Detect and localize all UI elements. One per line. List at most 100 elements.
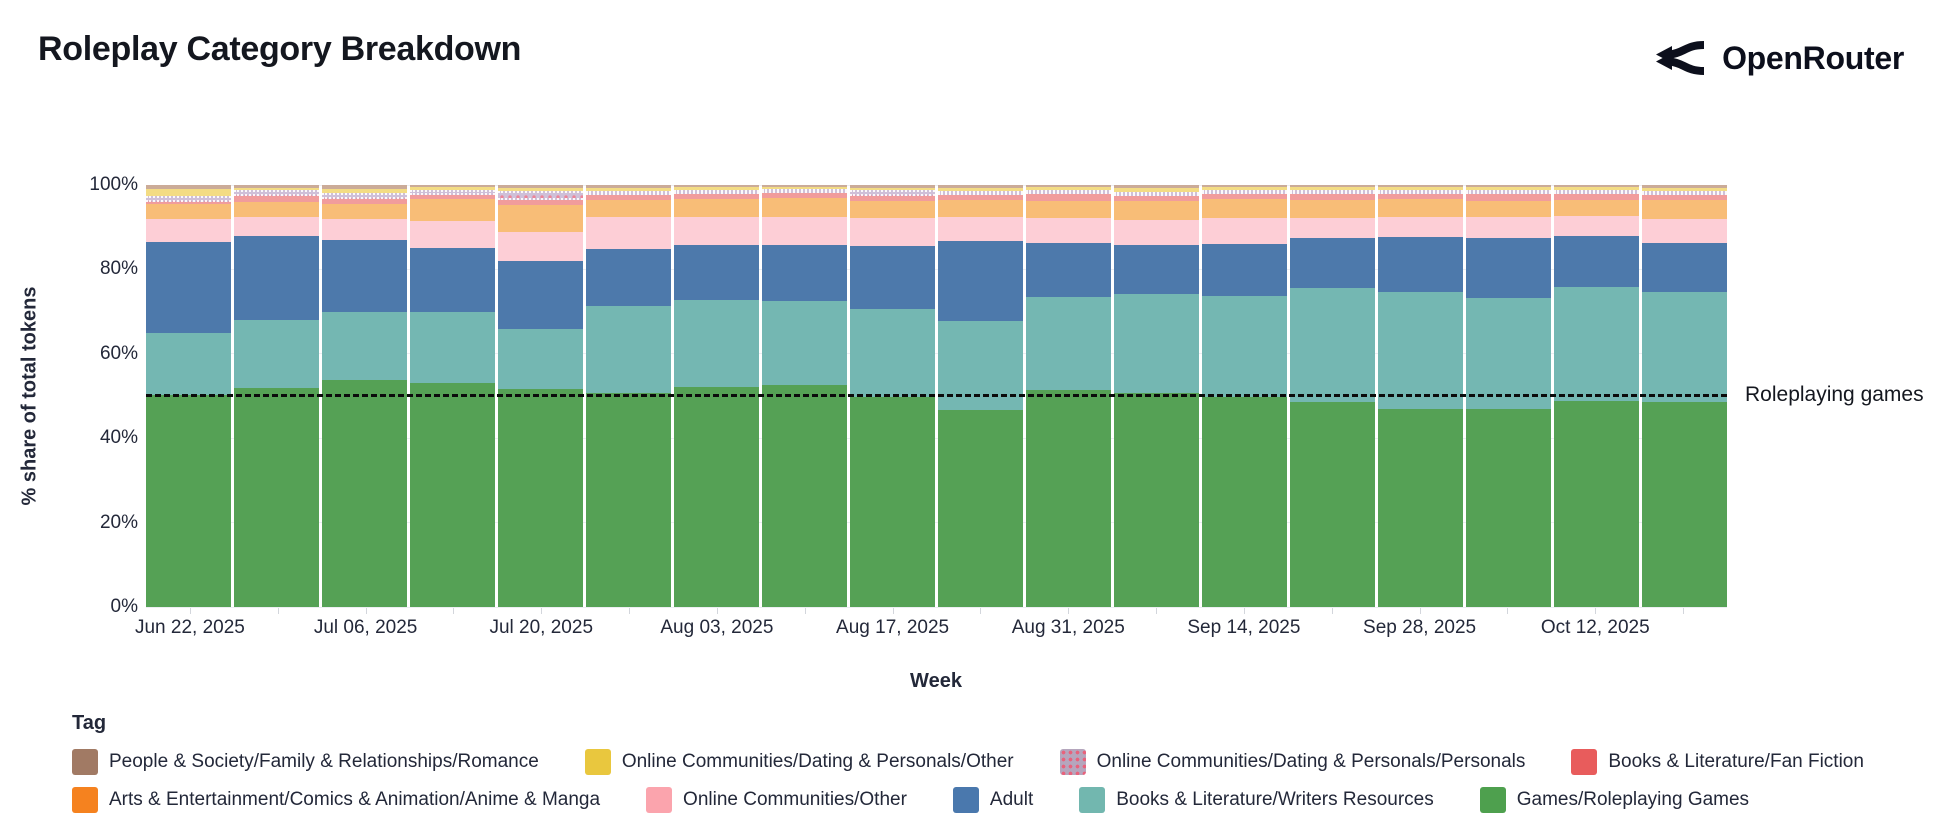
bar-segment[interactable] [234,201,319,217]
bar-segment[interactable] [1202,187,1287,190]
bar-segment[interactable] [938,187,1023,192]
bar-week-Sep-21-2025[interactable] [1290,185,1375,607]
bar-segment[interactable] [586,217,671,249]
bar-segment[interactable] [234,387,319,607]
bar-segment[interactable] [1554,236,1639,287]
bar-segment[interactable] [1202,198,1287,219]
bar-segment[interactable] [1114,294,1199,393]
bar-segment[interactable] [850,396,935,607]
bar-segment[interactable] [850,187,935,191]
bar-segment[interactable] [1202,189,1287,194]
bar-segment[interactable] [322,188,407,194]
bar-segment[interactable] [1378,217,1463,237]
bar-segment[interactable] [322,239,407,313]
bar-segment[interactable] [1642,185,1727,188]
bar-segment[interactable] [850,200,935,219]
bar-segment[interactable] [1378,236,1463,293]
bar-segment[interactable] [762,245,847,302]
bar-segment[interactable] [1642,401,1727,607]
bar-segment[interactable] [1026,194,1111,201]
bar-week-Jul-13-2025[interactable] [410,185,495,607]
bar-segment[interactable] [1466,194,1551,201]
bar-segment[interactable] [762,193,847,199]
bar-segment[interactable] [762,185,847,187]
bar-segment[interactable] [586,185,671,188]
bar-segment[interactable] [1642,218,1727,243]
bar-segment[interactable] [1554,199,1639,216]
bar-segment[interactable] [146,395,231,607]
bar-segment[interactable] [850,245,935,310]
bar-segment[interactable] [674,198,759,217]
bar-segment[interactable] [1642,195,1727,201]
bar-segment[interactable] [498,232,583,261]
bar-segment[interactable] [1026,390,1111,607]
bar-segment[interactable] [1202,218,1287,245]
bar-week-Oct-12-2025[interactable] [1554,185,1639,608]
bar-segment[interactable] [1026,218,1111,243]
legend-item[interactable]: Adult [952,787,1033,813]
bar-segment[interactable] [674,245,759,301]
bar-segment[interactable] [850,218,935,246]
bar-segment[interactable] [674,189,759,194]
bar-segment[interactable] [674,187,759,190]
bar-segment[interactable] [146,202,231,204]
bar-segment[interactable] [1290,287,1375,403]
bar-segment[interactable] [1554,193,1639,200]
bar-segment[interactable] [674,386,759,608]
bar-week-Sep-14-2025[interactable] [1202,185,1287,607]
bar-segment[interactable] [146,195,231,203]
bar-segment[interactable] [1290,194,1375,200]
bar-segment[interactable] [1290,199,1375,219]
bar-segment[interactable] [1554,185,1639,187]
bar-segment[interactable] [1290,187,1375,191]
bar-segment[interactable] [586,195,671,201]
bar-segment[interactable] [1642,291,1727,402]
bar-segment[interactable] [850,309,935,397]
bar-week-Jul-27-2025[interactable] [586,185,671,607]
bar-segment[interactable] [234,185,319,188]
bar-segment[interactable] [1290,237,1375,288]
bar-segment[interactable] [586,393,671,607]
bar-segment[interactable] [410,187,495,190]
bar-segment[interactable] [410,383,495,607]
bar-segment[interactable] [1466,187,1551,191]
legend-item[interactable]: Books & Literature/Writers Resources [1079,787,1434,813]
bar-segment[interactable] [322,198,407,204]
bar-segment[interactable] [1378,187,1463,190]
bar-segment[interactable] [498,329,583,389]
bar-segment[interactable] [1466,237,1551,299]
bar-segment[interactable] [234,190,319,197]
bar-week-Jul-20-2025[interactable] [498,185,583,607]
bar-segment[interactable] [410,312,495,384]
bar-segment[interactable] [1114,219,1199,246]
bar-segment[interactable] [938,191,1023,196]
bar-segment[interactable] [1554,286,1639,402]
bar-segment[interactable] [1642,200,1727,219]
bar-segment[interactable] [1378,185,1463,188]
bar-segment[interactable] [674,185,759,188]
bar-segment[interactable] [586,306,671,394]
bar-segment[interactable] [1466,190,1551,195]
bar-segment[interactable] [762,217,847,246]
legend-item[interactable]: Games/Roleplaying Games [1479,787,1749,813]
bar-segment[interactable] [762,189,847,194]
bar-week-Jul-06-2025[interactable] [322,185,407,607]
bar-segment[interactable] [322,203,407,220]
bar-segment[interactable] [1202,397,1287,607]
bar-segment[interactable] [1554,186,1639,190]
bar-segment[interactable] [322,379,407,607]
bar-segment[interactable] [234,187,319,191]
bar-segment[interactable] [1554,401,1639,608]
legend-item[interactable]: Books & Literature/Fan Fiction [1571,749,1864,775]
bar-segment[interactable] [1114,185,1199,188]
bar-segment[interactable] [498,204,583,233]
bar-segment[interactable] [322,219,407,240]
bar-segment[interactable] [938,200,1023,217]
bar-segment[interactable] [938,185,1023,188]
bar-segment[interactable] [938,409,1023,607]
bar-segment[interactable] [1378,408,1463,607]
bar-week-Aug-10-2025[interactable] [762,185,847,607]
bar-segment[interactable] [146,219,231,242]
bar-week-Jun-29-2025[interactable] [234,185,319,607]
bar-segment[interactable] [146,189,231,196]
